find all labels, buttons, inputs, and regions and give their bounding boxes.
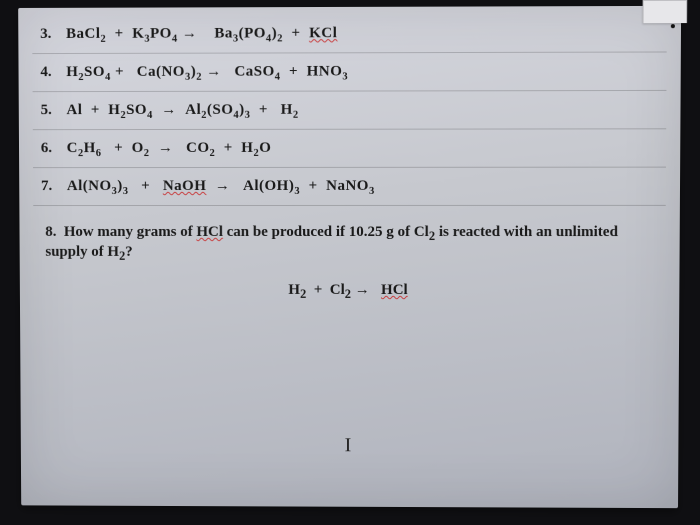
equation-number: 3. <box>40 26 66 43</box>
equation-number: 4. <box>40 64 66 81</box>
equation-row-6: 6. C2H6 + O2 → CO2 + H2O <box>33 129 666 168</box>
equation-body: H2SO4 + Ca(NO3)2 → CaSO4 + HNO3 <box>66 63 348 83</box>
question-8: 8. How many grams of HCl can be produced… <box>33 206 665 302</box>
equation-body: C2H6 + O2 → CO2 + H2O <box>67 140 272 159</box>
worksheet-photo: 3. BaCl2 + K3PO4 → Ba3(PO4)2 + KCl 4. H2… <box>18 6 681 508</box>
equation-number: 5. <box>41 102 67 119</box>
equation-body: Al(NO3)3 + NaOH → Al(OH)3 + NaNO3 <box>67 178 375 197</box>
question-number: 8. <box>45 224 56 240</box>
equation-row-5: 5. Al + H2SO4 → Al2(SO4)3 + H2 <box>33 91 667 130</box>
text-cursor-icon: I <box>345 434 352 457</box>
equation-body: Al + H2SO4 → Al2(SO4)3 + H2 <box>66 102 298 121</box>
equation-number: 6. <box>41 140 67 157</box>
equation-body: BaCl2 + K3PO4 → Ba3(PO4)2 + KCl <box>66 25 337 45</box>
equation-row-4: 4. H2SO4 + Ca(NO3)2 → CaSO4 + HNO3 <box>32 52 666 92</box>
equation-row-7: 7. Al(NO3)3 + NaOH → Al(OH)3 + NaNO3 <box>33 168 666 206</box>
worksheet-sheet: 3. BaCl2 + K3PO4 → Ba3(PO4)2 + KCl 4. H2… <box>32 14 667 498</box>
question-8-equation: H2 + Cl2 → HCl <box>46 282 654 303</box>
question-text: How many grams of HCl can be produced if… <box>45 224 618 260</box>
equation-row-3: 3. BaCl2 + K3PO4 → Ba3(PO4)2 + KCl <box>32 14 667 54</box>
equation-number: 7. <box>41 178 67 195</box>
page-corner-dot <box>671 24 675 28</box>
